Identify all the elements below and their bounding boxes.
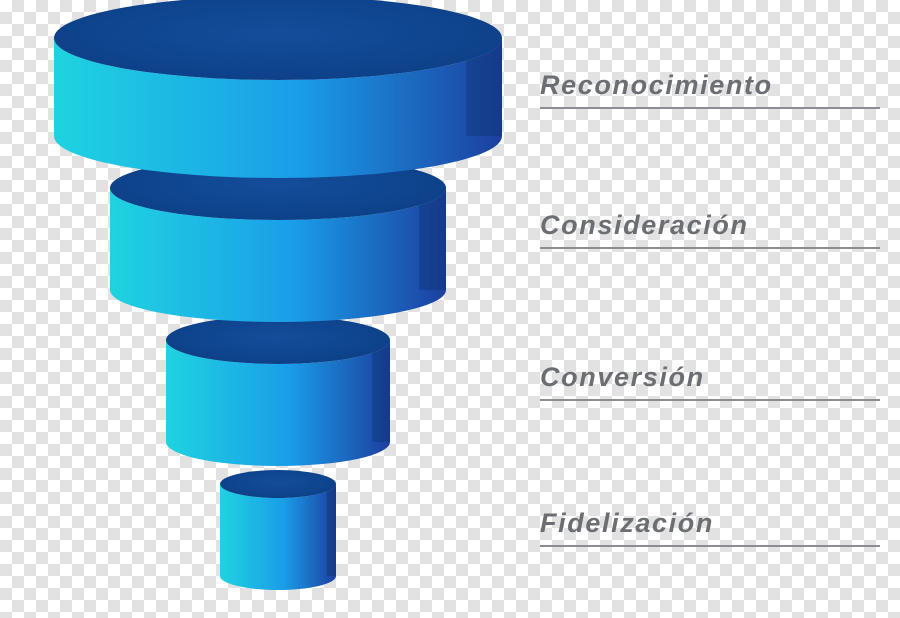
funnel-stage-fidelizacion-top (220, 470, 336, 498)
funnel-diagram (0, 0, 900, 618)
funnel-stage-fidelizacion-body (220, 484, 336, 590)
funnel-stage-fidelizacion-shadow (327, 484, 336, 576)
funnel-stage-conversion-top (166, 316, 390, 364)
funnel-stage-conversion-shadow (372, 340, 390, 442)
